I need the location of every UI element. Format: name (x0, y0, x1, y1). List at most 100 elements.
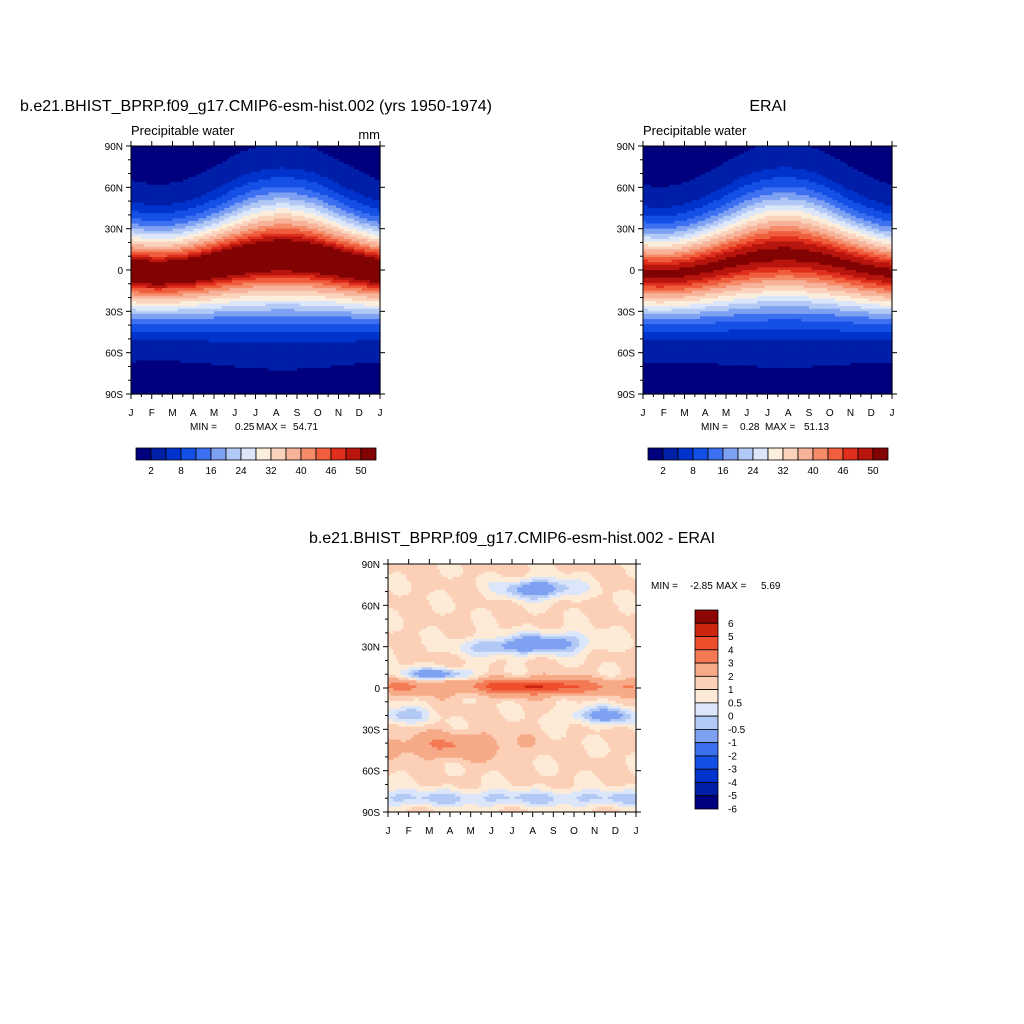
colorbar-box (694, 636, 719, 651)
x-tick-label: M (210, 408, 218, 419)
colorbar-box (692, 447, 709, 461)
colorbar-box (797, 447, 814, 461)
colorbar-label: 16 (717, 466, 729, 477)
x-tick-label: A (190, 408, 197, 419)
x-tick-label: J (232, 408, 237, 419)
colorbar-box (180, 447, 197, 461)
y-tick-label: 90S (362, 808, 380, 819)
panel-diff-title: b.e21.BHIST_BPRP.f09_g17.CMIP6-esm-hist.… (309, 530, 715, 547)
colorbar-label: -3 (728, 765, 737, 776)
x-tick-label: O (570, 826, 578, 837)
panel-model-min-label: MIN = (190, 422, 217, 433)
colorbar-label: 40 (807, 466, 819, 477)
colorbar-box (135, 447, 152, 461)
y-tick-label: 90N (105, 142, 123, 153)
colorbar-box (782, 447, 799, 461)
x-tick-label: F (149, 408, 155, 419)
colorbar-box (694, 675, 719, 691)
panel-model-colorbar: 2 8 16 24 32 40 46 50 (135, 447, 377, 477)
panel-erai-subtitle: Precipitable water (643, 123, 747, 138)
y-tick-label: 90N (617, 142, 635, 153)
colorbar-label: -5 (728, 791, 737, 802)
colorbar-box (647, 447, 664, 461)
x-tick-label: O (314, 408, 322, 419)
colorbar-label: 6 (728, 619, 734, 630)
x-tick-label: J (510, 826, 515, 837)
panel-erai-max-value: 51.13 (804, 422, 829, 433)
colorbar-box (694, 795, 719, 810)
colorbar-box (812, 447, 829, 461)
x-tick-label: J (744, 408, 749, 419)
colorbar-box (842, 447, 859, 461)
x-tick-label: A (529, 826, 536, 837)
colorbar-box (694, 649, 719, 664)
y-tick-label: 30S (617, 307, 635, 318)
panel-model-units: mm (358, 127, 380, 142)
x-tick-label: J (253, 408, 258, 419)
colorbar-box (195, 447, 212, 461)
x-tick-label: N (591, 826, 598, 837)
x-tick-label: D (612, 826, 619, 837)
colorbar-label: -1 (728, 738, 737, 749)
colorbar-box (315, 447, 332, 461)
colorbar-label: 0.5 (728, 698, 742, 709)
colorbar-label: 4 (728, 645, 734, 656)
panel-model-field (131, 146, 381, 395)
colorbar-box (694, 742, 719, 757)
x-tick-label: A (702, 408, 709, 419)
y-tick-label: 90S (617, 390, 635, 401)
colorbar-label: 8 (690, 466, 696, 477)
x-tick-label: J (378, 408, 383, 419)
colorbar-box (737, 447, 754, 461)
y-tick-label: 90N (362, 560, 380, 571)
panel-model-subtitle: Precipitable water (131, 123, 235, 138)
x-tick-label: J (890, 408, 895, 419)
x-tick-label: M (168, 408, 176, 419)
x-tick-label: J (641, 408, 646, 419)
y-tick-label: 60N (617, 183, 635, 194)
y-tick-label: 30S (362, 725, 380, 736)
x-tick-label: S (294, 408, 301, 419)
x-tick-label: S (806, 408, 813, 419)
x-tick-label: N (847, 408, 854, 419)
colorbar-label: 24 (235, 466, 247, 477)
colorbar-box (285, 447, 302, 461)
colorbar-box (767, 447, 784, 461)
colorbar-box (694, 782, 719, 797)
y-tick-label: 60S (105, 349, 123, 360)
colorbar-box (165, 447, 182, 461)
colorbar-box (827, 447, 844, 461)
colorbar-label: 46 (325, 466, 337, 477)
colorbar-label: -0.5 (728, 725, 746, 736)
colorbar-label: 0 (728, 712, 734, 723)
colorbar-label: 32 (777, 466, 789, 477)
panel-diff-min-label: MIN = (651, 581, 678, 592)
panel-erai-min-value: 0.28 (740, 422, 760, 433)
x-tick-label: J (386, 826, 391, 837)
x-tick-label: M (425, 826, 433, 837)
y-tick-label: 0 (374, 684, 380, 695)
colorbar-label: 1 (728, 685, 734, 696)
colorbar-box (694, 702, 719, 717)
y-tick-label: 0 (117, 266, 123, 277)
colorbar-label: 3 (728, 659, 734, 670)
colorbar-label: 2 (660, 466, 666, 477)
colorbar-label: 50 (867, 466, 879, 477)
colorbar-box (210, 447, 227, 461)
colorbar-box (225, 447, 242, 461)
colorbar-box (694, 755, 719, 770)
colorbar-box (694, 768, 719, 783)
y-tick-label: 60N (105, 183, 123, 194)
colorbar-box (857, 447, 874, 461)
x-tick-label: N (335, 408, 342, 419)
colorbar-box (240, 447, 257, 461)
colorbar-label: 16 (205, 466, 217, 477)
colorbar-box (150, 447, 167, 461)
panel-diff-colorbar: 6 5 4 3 2 1 0.5 0 -0.5 -1 -2 -3 -4 -5 -6 (694, 609, 746, 816)
x-tick-label: A (447, 826, 454, 837)
colorbar-box (662, 447, 679, 461)
colorbar-box (255, 447, 272, 461)
x-tick-label: S (550, 826, 557, 837)
y-tick-label: 30N (362, 643, 380, 654)
colorbar-label: 24 (747, 466, 759, 477)
